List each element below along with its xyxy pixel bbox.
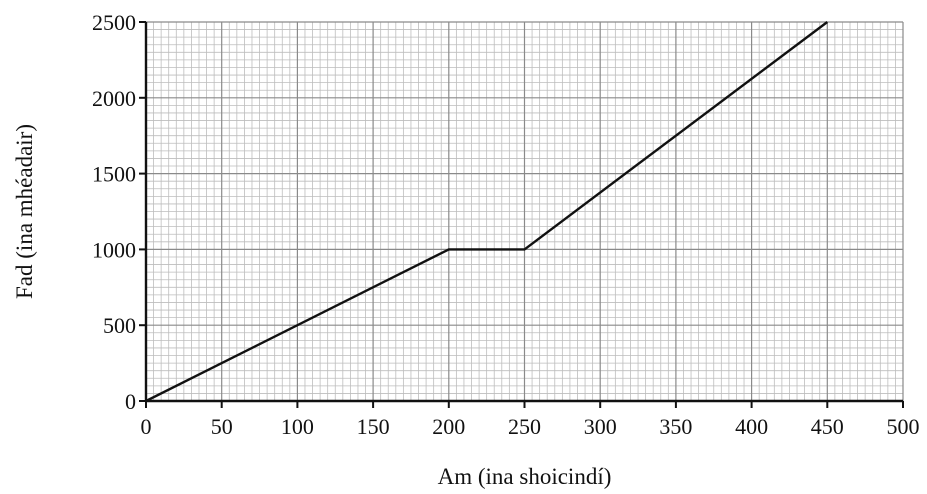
y-tick-label: 500	[103, 313, 136, 338]
x-tick-label: 100	[281, 414, 314, 439]
x-tick-label: 250	[508, 414, 541, 439]
y-axis-title: Fad (ina mhéadair)	[12, 124, 37, 299]
y-tick-label: 1500	[92, 162, 136, 187]
y-tick-label: 0	[125, 389, 136, 414]
series-line	[145, 21, 829, 403]
x-tick-label: 0	[141, 414, 152, 439]
x-tick-labels: 0 50 100 150 200 250 300 350 400 450 500	[141, 414, 920, 439]
x-tick-label: 300	[584, 414, 617, 439]
x-tick-label: 50	[211, 414, 233, 439]
x-tick-label: 400	[735, 414, 768, 439]
y-tick-label: 2000	[92, 86, 136, 111]
y-tick-label: 2500	[92, 10, 136, 35]
x-tick-label: 200	[432, 414, 465, 439]
y-tick-label: 1000	[92, 237, 136, 262]
x-tick-label: 150	[357, 414, 390, 439]
x-tick-label: 500	[887, 414, 920, 439]
x-tick-label: 450	[811, 414, 844, 439]
x-tick-label: 350	[659, 414, 692, 439]
axes-layer	[139, 21, 904, 408]
y-tick-labels: 0 500 1000 1500 2000 2500	[92, 10, 136, 414]
series-layer	[145, 21, 829, 403]
x-axis-title: Am (ina shoicindí)	[438, 464, 612, 489]
